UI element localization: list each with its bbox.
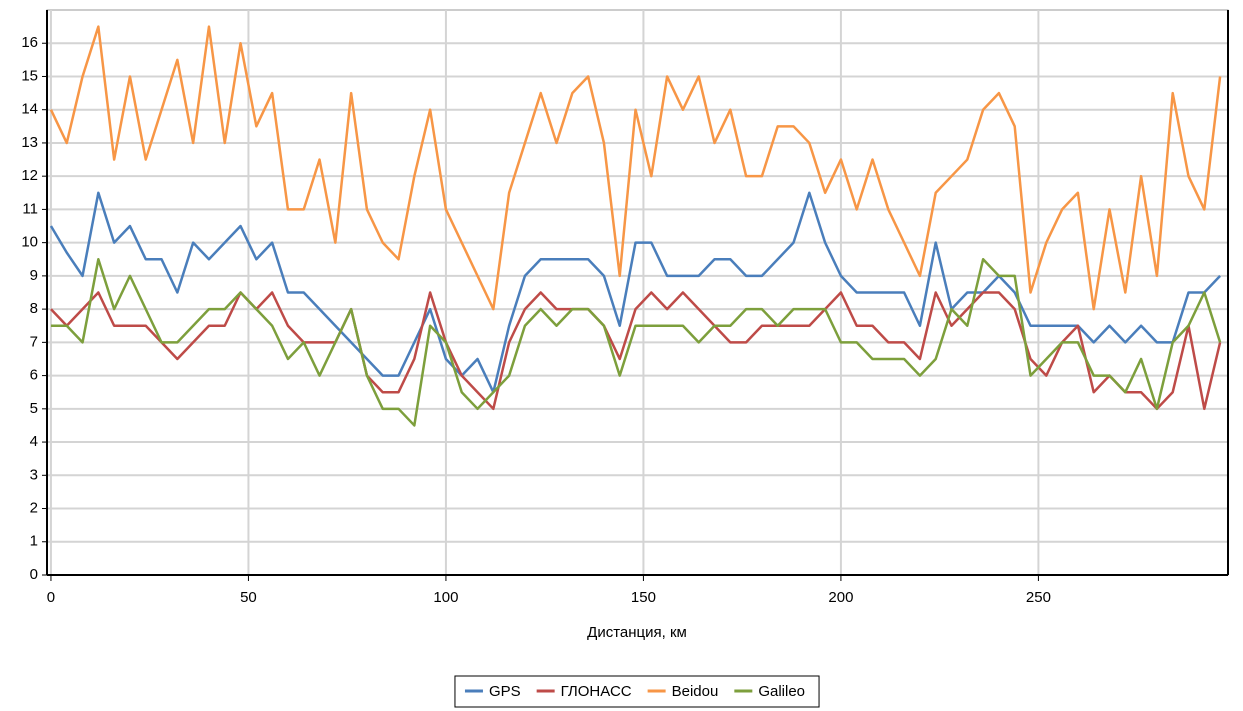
- series-line: [49, 25, 1222, 311]
- y-tick-label: 0: [30, 566, 38, 583]
- y-tick-label: 5: [30, 400, 38, 417]
- x-tick-label: 200: [828, 589, 853, 606]
- legend: GPS ГЛОНАСС Beidou Galileo: [454, 675, 820, 708]
- y-tick-label: 8: [30, 300, 38, 317]
- y-tick-label: 2: [30, 499, 38, 516]
- y-tick-label: 11: [22, 200, 38, 217]
- y-tick-label: 1: [30, 533, 38, 550]
- legend-box: [454, 675, 820, 708]
- y-tick-label: 13: [21, 134, 38, 151]
- y-tick-label: 12: [21, 167, 38, 184]
- legend-label: GPS: [489, 683, 521, 700]
- y-tick-label: 4: [30, 433, 38, 450]
- legend-label: Galileo: [758, 683, 805, 700]
- legend-label: ГЛОНАСС: [561, 683, 632, 700]
- x-tick-label: 100: [433, 589, 458, 606]
- y-tick-label: 3: [30, 466, 38, 483]
- series-line: [50, 258, 1222, 427]
- x-tick-label: 0: [47, 589, 55, 606]
- y-tick-label: 14: [21, 101, 38, 118]
- series-line: [49, 191, 1222, 394]
- x-axis-label: Дистанция, км: [587, 624, 687, 641]
- legend-label: Beidou: [672, 683, 719, 700]
- y-tick-label: 6: [30, 367, 38, 384]
- x-tick-label: 50: [240, 589, 257, 606]
- y-tick-label: 7: [30, 333, 38, 350]
- x-tick-label: 250: [1026, 589, 1051, 606]
- y-tick-label: 15: [21, 67, 38, 84]
- x-tick-label: 150: [631, 589, 656, 606]
- y-tick-label: 9: [30, 267, 38, 284]
- y-tick-label: 16: [21, 34, 38, 51]
- plot-area: [46, 9, 1229, 576]
- y-tick-label: 10: [21, 234, 38, 251]
